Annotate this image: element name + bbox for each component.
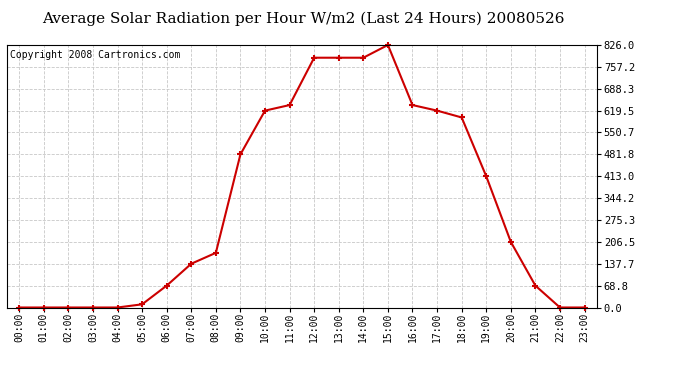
Text: Average Solar Radiation per Hour W/m2 (Last 24 Hours) 20080526: Average Solar Radiation per Hour W/m2 (L… — [42, 11, 565, 26]
Text: Copyright 2008 Cartronics.com: Copyright 2008 Cartronics.com — [10, 50, 180, 60]
